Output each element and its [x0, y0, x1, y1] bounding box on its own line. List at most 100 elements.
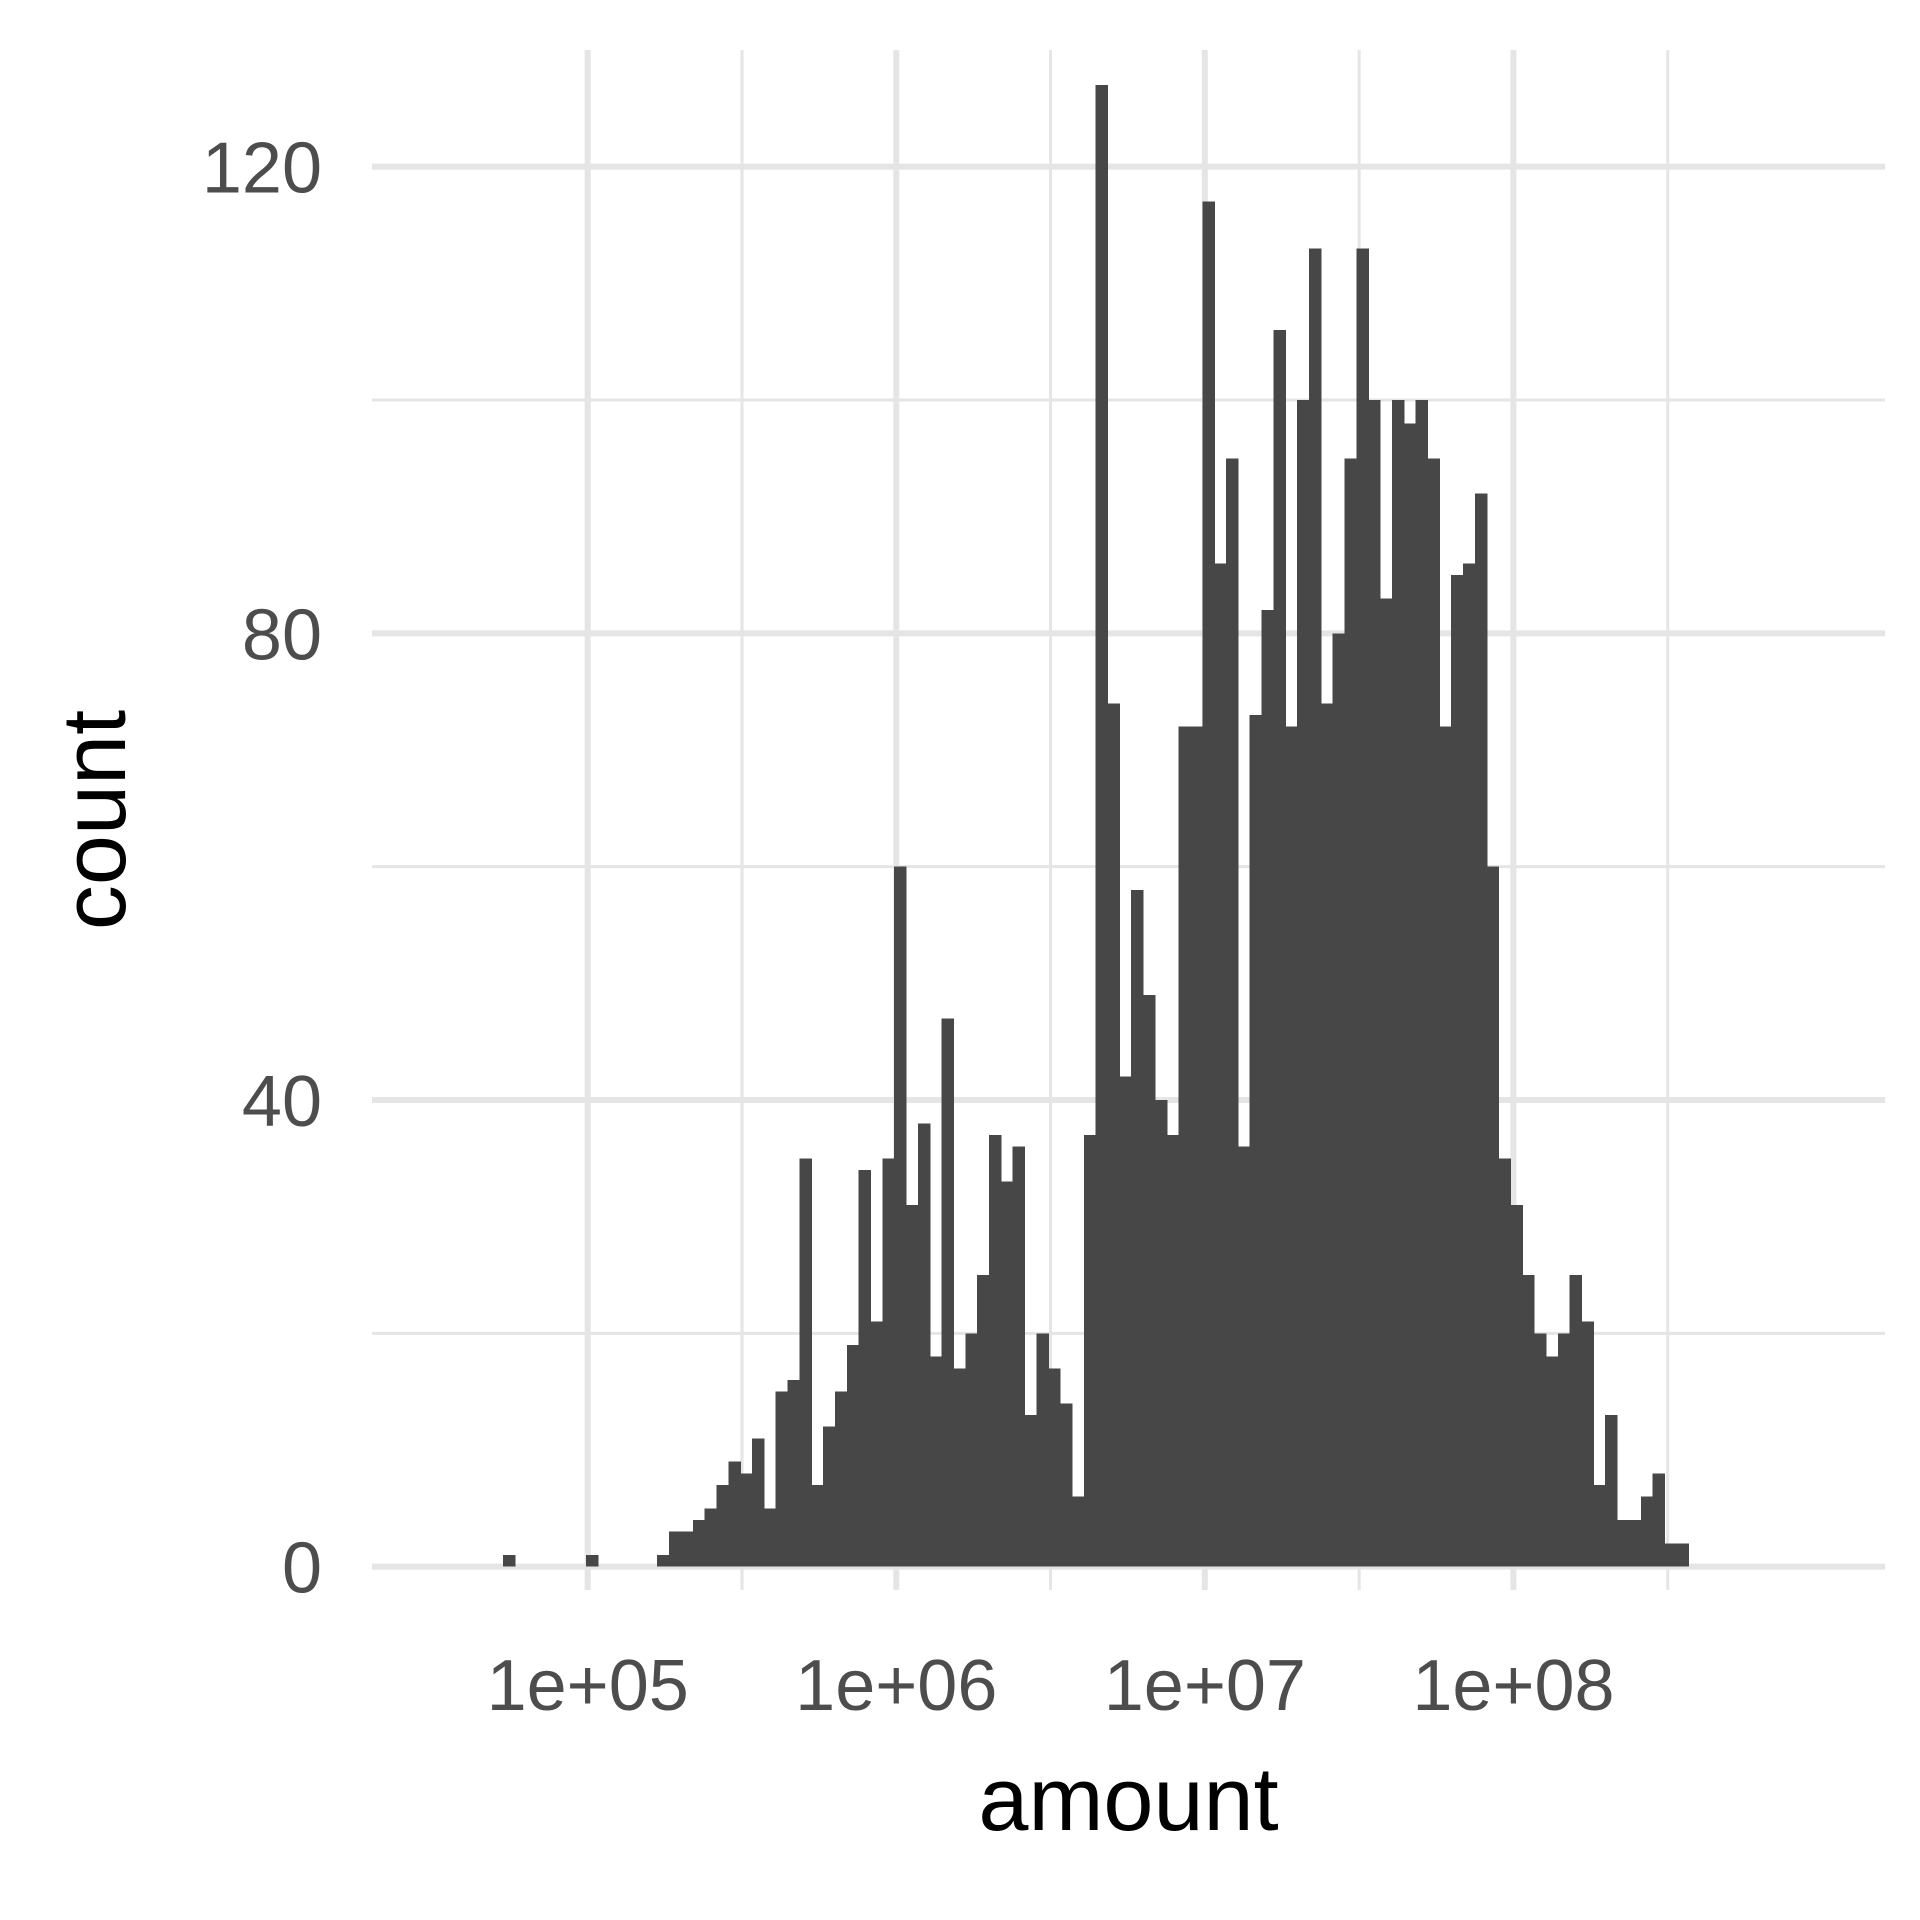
- histogram-bar: [657, 1555, 670, 1567]
- histogram-bar: [1190, 726, 1203, 1567]
- histogram-bar: [811, 1485, 824, 1567]
- histogram-bar: [1000, 1181, 1014, 1567]
- histogram-bar: [752, 1438, 765, 1567]
- histogram-bar: [1166, 1135, 1180, 1567]
- y-axis-title: count: [45, 710, 145, 930]
- histogram-bar: [989, 1135, 1002, 1567]
- histogram-bar: [1640, 1496, 1654, 1567]
- histogram-bar: [1664, 1543, 1677, 1567]
- histogram-bar: [1534, 1333, 1547, 1567]
- histogram-bar: [1178, 726, 1192, 1567]
- histogram-bar: [1249, 715, 1263, 1567]
- histogram-bar: [692, 1520, 706, 1567]
- histogram-bar: [1581, 1321, 1594, 1567]
- histogram-bar: [680, 1531, 694, 1567]
- histogram-bar: [1676, 1543, 1689, 1567]
- histogram-bar: [1439, 726, 1452, 1567]
- histogram-bar: [1617, 1520, 1630, 1567]
- histogram-bar: [977, 1275, 990, 1567]
- y-axis-tick-labels: 0 40 80 120: [202, 129, 322, 1609]
- histogram-bar: [787, 1380, 801, 1567]
- histogram-bar: [716, 1485, 729, 1567]
- histogram-bars: [503, 85, 1689, 1567]
- histogram-bar: [1403, 423, 1417, 1567]
- x-tick-label: 1e+07: [1104, 1646, 1306, 1726]
- histogram-bar: [1593, 1485, 1606, 1567]
- histogram-bar: [1285, 726, 1298, 1567]
- y-tick-label: 0: [282, 1529, 322, 1609]
- histogram-bar: [1214, 563, 1227, 1567]
- histogram-bar: [1356, 248, 1369, 1567]
- x-tick-label: 1e+08: [1412, 1646, 1614, 1726]
- x-tick-label: 1e+05: [487, 1646, 689, 1726]
- histogram-bar: [1569, 1275, 1583, 1567]
- y-tick-label: 40: [242, 1062, 322, 1142]
- histogram-bar: [953, 1368, 966, 1567]
- histogram-bar: [1320, 703, 1334, 1567]
- histogram-bar: [1380, 598, 1393, 1567]
- histogram-bar: [941, 1018, 955, 1567]
- histogram-bar: [775, 1391, 789, 1567]
- histogram-bar: [846, 1345, 860, 1567]
- histogram-bar: [1261, 610, 1275, 1567]
- histogram-bar: [1083, 1135, 1097, 1567]
- y-tick-label: 120: [202, 129, 322, 209]
- histogram-bar: [1486, 866, 1500, 1567]
- histogram-bar: [1391, 400, 1405, 1567]
- histogram-bar: [1273, 330, 1286, 1567]
- histogram-bar: [823, 1426, 836, 1567]
- histogram-bar: [1628, 1520, 1642, 1567]
- y-tick-label: 80: [242, 595, 322, 675]
- histogram-bar: [906, 1205, 919, 1567]
- histogram-bar: [740, 1473, 753, 1567]
- histogram-bar: [799, 1158, 812, 1567]
- histogram-bar: [965, 1333, 978, 1567]
- histogram-bar: [1427, 458, 1440, 1567]
- histogram-bar: [669, 1531, 682, 1567]
- histogram-bar: [1415, 400, 1429, 1567]
- x-axis-tick-labels: 1e+05 1e+06 1e+07 1e+08: [487, 1646, 1615, 1726]
- histogram-bar: [1119, 1076, 1132, 1567]
- histogram-bar: [1048, 1368, 1061, 1567]
- histogram-bar: [1545, 1356, 1559, 1567]
- histogram-bar: [1463, 563, 1476, 1567]
- x-tick-label: 1e+06: [795, 1646, 997, 1726]
- histogram-bar: [1107, 703, 1120, 1567]
- histogram-bar: [1308, 248, 1322, 1567]
- histogram-bar: [1510, 1205, 1523, 1567]
- histogram-bar: [1154, 1100, 1168, 1567]
- histogram-bar: [1071, 1496, 1085, 1567]
- x-axis-title: amount: [978, 1750, 1278, 1850]
- histogram-bar: [763, 1508, 777, 1567]
- histogram-bar: [1226, 458, 1239, 1567]
- histogram-bar: [1297, 400, 1310, 1567]
- histogram-bar: [1237, 1146, 1251, 1567]
- histogram-bar: [1368, 400, 1381, 1567]
- histogram-bar: [1202, 201, 1215, 1567]
- histogram-bar: [834, 1391, 848, 1567]
- histogram-bar: [1652, 1473, 1666, 1567]
- histogram-bar: [1060, 1403, 1073, 1567]
- histogram-bar: [1344, 458, 1357, 1567]
- histogram-bar: [704, 1508, 718, 1567]
- histogram-bar: [1024, 1415, 1038, 1567]
- histogram-bar: [1451, 575, 1464, 1567]
- histogram-bar: [858, 1170, 872, 1567]
- histogram-bar: [728, 1461, 741, 1567]
- histogram-bar: [1143, 995, 1156, 1567]
- histogram-bar: [1474, 493, 1488, 1567]
- histogram-bar: [882, 1158, 895, 1567]
- histogram-bar: [1332, 633, 1346, 1567]
- histogram-bar: [1605, 1415, 1618, 1567]
- histogram-bar: [1557, 1333, 1571, 1567]
- histogram-bar: [1012, 1146, 1026, 1567]
- histogram-bar: [1131, 890, 1144, 1567]
- histogram-bar: [503, 1555, 516, 1567]
- histogram-bar: [917, 1123, 931, 1567]
- histogram-bar: [894, 866, 907, 1567]
- histogram-bar: [1522, 1275, 1535, 1567]
- histogram-bar: [1498, 1158, 1512, 1567]
- histogram-bar: [870, 1321, 883, 1567]
